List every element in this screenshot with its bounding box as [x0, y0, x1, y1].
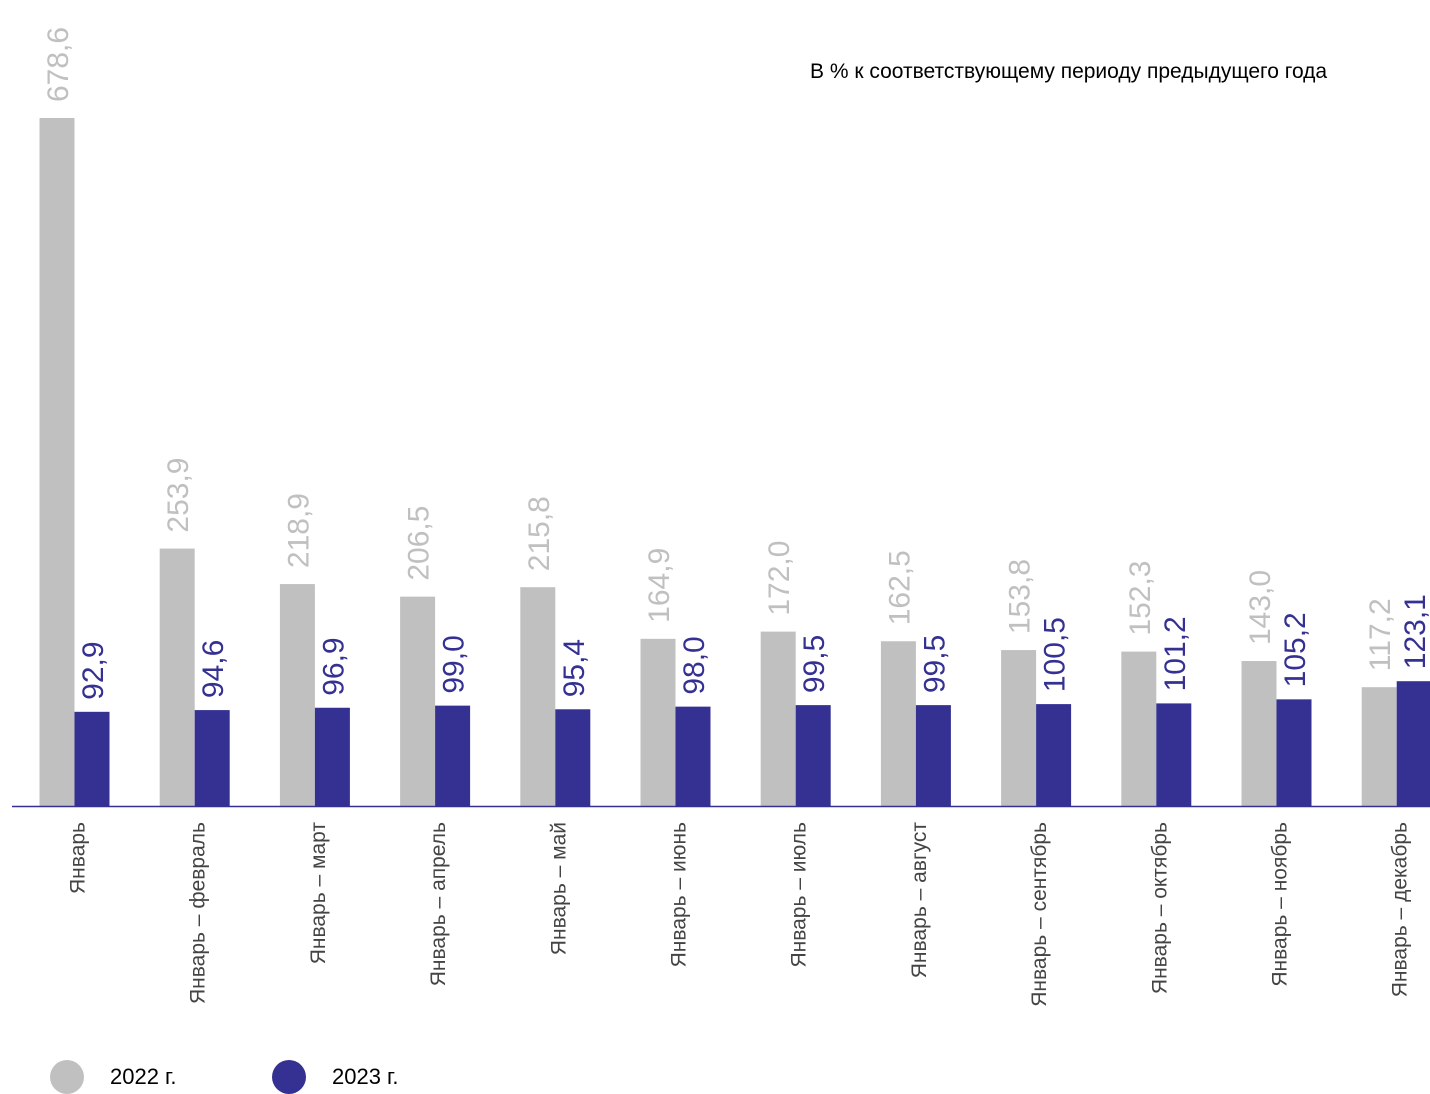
category-label: Январь	[67, 822, 90, 894]
chart-subtitle: В % к соответствующему периоду предыдуще…	[810, 60, 1328, 83]
data-label-2022: 218,9	[282, 493, 315, 568]
bar-2022	[1001, 650, 1037, 806]
data-label-2022: 153,8	[1004, 559, 1037, 634]
data-label-2022: 164,9	[643, 548, 676, 623]
data-label-2022: 152,3	[1124, 561, 1157, 636]
bar-2023	[435, 705, 471, 806]
data-label-2023: 94,6	[197, 640, 230, 698]
bar-2023	[555, 709, 591, 806]
data-label-2023: 99,0	[438, 635, 471, 693]
bar-2022	[1361, 687, 1397, 806]
legend-item-2022: 2022 г.	[50, 1060, 177, 1094]
data-label-2022: 117,2	[1364, 598, 1397, 671]
legend-label-2022: 2022 г.	[110, 1064, 177, 1089]
category-label: Январь – декабрь	[1389, 822, 1412, 997]
data-label-2022: 206,5	[403, 506, 436, 581]
bar-2022	[400, 596, 436, 806]
category-label: Январь – апрель	[427, 822, 450, 986]
bar-2023	[194, 710, 230, 806]
category-label: Январь – июль	[788, 822, 811, 968]
legend-item-2023: 2023 г.	[272, 1060, 399, 1094]
category-label: Январь – май	[547, 822, 570, 955]
data-label-2022: 215,8	[523, 496, 556, 571]
data-label-2022: 143,0	[1244, 570, 1277, 645]
bar-2023	[74, 711, 110, 806]
bar-2023	[795, 705, 831, 806]
bar-2022	[520, 587, 556, 806]
bar-2022	[39, 118, 75, 806]
bar-2022	[279, 584, 315, 806]
legend-swatch-2022	[50, 1060, 84, 1094]
bar-2023	[1156, 703, 1192, 806]
bar-2023	[675, 706, 711, 806]
category-label: Январь – сентябрь	[1028, 822, 1051, 1007]
data-label-2022: 678,6	[42, 27, 75, 102]
data-label-2022: 172,0	[763, 541, 796, 616]
bar-2022	[159, 548, 195, 806]
data-label-2023: 95,4	[558, 639, 591, 697]
bar-2022	[640, 638, 676, 806]
bar-2022	[1241, 661, 1277, 806]
data-label-2023: 92,9	[77, 641, 110, 699]
bar-2022	[1121, 651, 1157, 806]
category-label: Январь – август	[908, 822, 931, 979]
data-label-2023: 99,5	[798, 635, 831, 693]
category-label: Январь – июнь	[668, 822, 691, 967]
category-label: Январь – ноябрь	[1269, 822, 1292, 987]
data-label-2023: 96,9	[317, 637, 350, 695]
category-label: Январь – март	[307, 822, 330, 965]
data-label-2023: 101,2	[1159, 616, 1192, 691]
data-label-2023: 99,5	[918, 635, 951, 693]
bar-2023	[1036, 704, 1072, 806]
bar-2022	[760, 631, 796, 806]
bar-2022	[880, 641, 916, 806]
data-label-2023: 98,0	[678, 636, 711, 694]
data-label-2023: 123,1	[1399, 594, 1430, 669]
category-label: Январь – октябрь	[1148, 822, 1171, 994]
data-label-2023: 105,2	[1279, 612, 1312, 687]
data-label-2022: 253,9	[162, 458, 195, 533]
bar-2023	[1276, 699, 1312, 806]
legend-swatch-2023	[272, 1060, 306, 1094]
bar-2023	[915, 705, 951, 806]
bar-2023	[314, 707, 350, 806]
legend-label-2023: 2023 г.	[332, 1064, 399, 1089]
data-label-2023: 100,5	[1039, 617, 1072, 692]
bar-2023	[1396, 681, 1430, 806]
data-label-2022: 162,5	[883, 550, 916, 625]
category-label: Январь – февраль	[187, 822, 210, 1004]
